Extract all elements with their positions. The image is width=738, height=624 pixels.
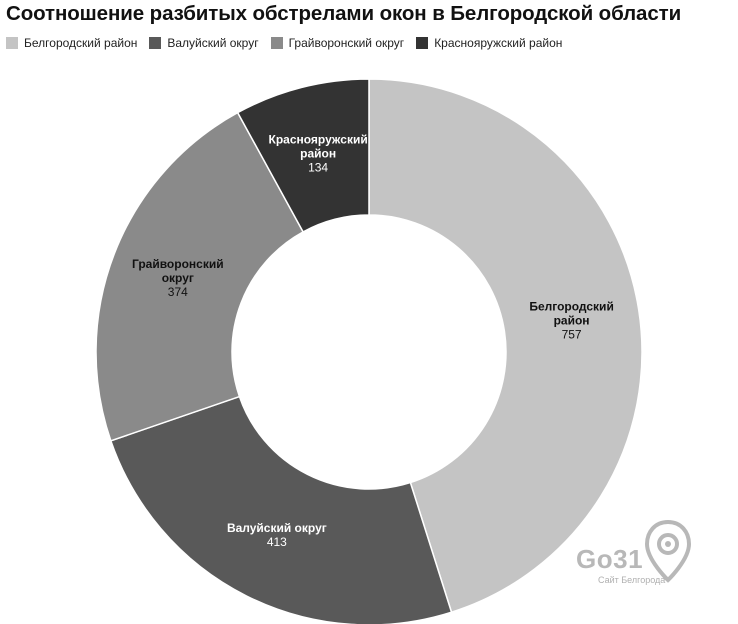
slice-label-graivoron: Грайворонский округ 374 — [132, 257, 224, 299]
legend: Белгородский район Валуйский округ Грайв… — [6, 36, 562, 50]
slice-label-krasnaya-yaruga: Краснояружский район 134 — [269, 132, 368, 174]
watermark-logo: Go31 — [576, 544, 644, 574]
slice-valuyki[interactable] — [109, 395, 453, 624]
legend-item-valuyki[interactable]: Валуйский округ — [149, 36, 259, 50]
legend-swatch-krasnaya-yaruga — [416, 37, 429, 49]
watermark: Go31 Сайт Белгорода — [576, 520, 698, 590]
legend-swatch-valuyki — [149, 37, 162, 49]
slice-graivoron[interactable] — [95, 111, 305, 442]
chart-title: Соотношение разбитых обстрелами окон в Б… — [6, 2, 682, 25]
legend-label-krasnaya-yaruga: Краснояружский район — [434, 36, 563, 50]
legend-label-valuyki: Валуйский округ — [167, 36, 259, 50]
slice-label-belgorod: Белгородский район 757 — [529, 300, 614, 342]
labels-group: Белгородский район 757 Валуйский округ 413 Гр… — [132, 132, 614, 549]
legend-swatch-belgorod — [6, 37, 18, 49]
legend-item-belgorod[interactable]: Белгородский район — [6, 36, 137, 50]
watermark-tagline: Сайт Белгорода — [598, 575, 666, 585]
slice-belgorod[interactable] — [368, 78, 643, 614]
legend-label-belgorod: Белгородский район — [24, 36, 138, 50]
legend-label-graivoron: Грайворонский округ — [288, 36, 405, 50]
location-pin-icon — [644, 520, 692, 583]
slice-krasnaya-yaruga[interactable] — [236, 78, 370, 233]
slice-label-valuyki: Валуйский округ 413 — [227, 521, 327, 549]
legend-item-krasnaya-yaruga[interactable]: Краснояружский район — [416, 36, 562, 50]
legend-swatch-graivoron — [270, 37, 283, 49]
legend-item-graivoron[interactable]: Грайворонский округ — [270, 36, 405, 50]
slices-group — [95, 78, 643, 624]
